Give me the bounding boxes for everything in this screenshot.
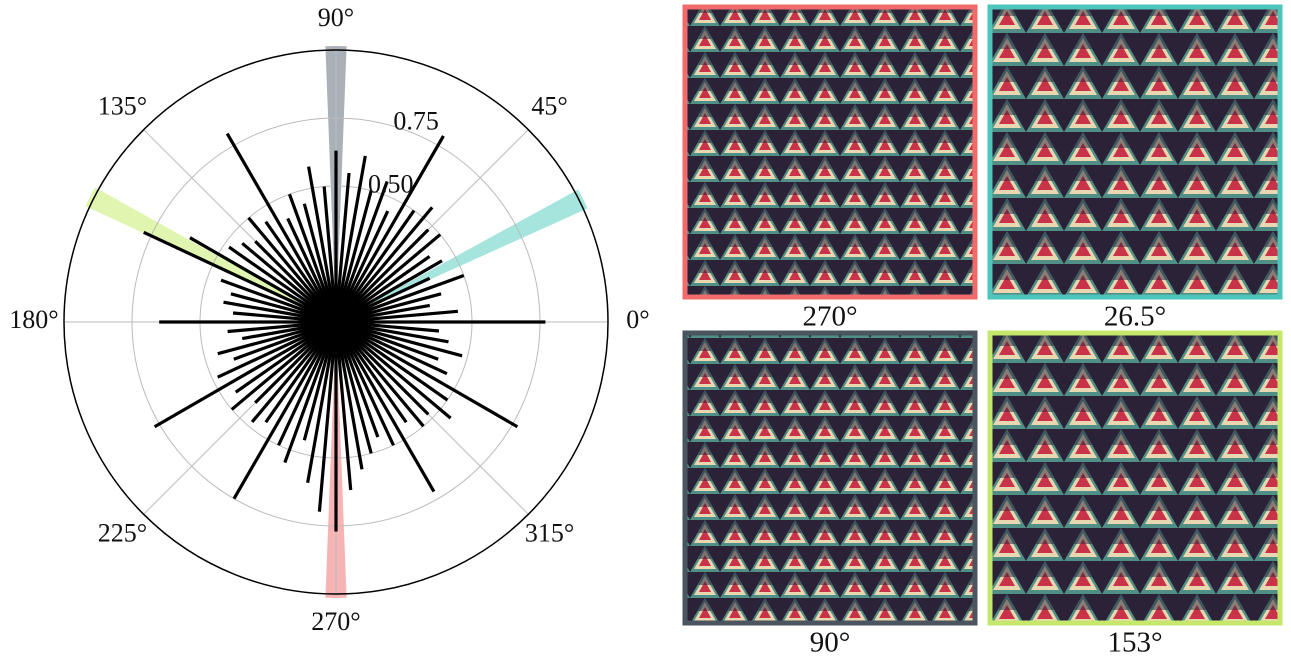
pattern-image [990,7,1280,297]
panel-caption: 26.5° [1104,301,1166,333]
r-tick-label: 0.75 [393,107,439,136]
theta-tick-label: 0° [626,305,649,334]
panel-caption: 90° [810,627,851,659]
pattern-image [685,333,975,623]
theta-tick-label: 315° [525,519,574,548]
theta-tick-label: 90° [318,3,354,32]
panel-caption: 153° [1107,627,1162,659]
figure: 0.50 0.75 0° 45° 90° 135° 180° 225° 270° 315° 270°… [0,0,1291,662]
r-tick-label: 0.50 [368,170,414,199]
theta-tick-label: 270° [311,607,360,636]
theta-tick-label: 180° [9,305,58,334]
panel-caption: 270° [802,301,857,333]
pattern-image [685,7,975,297]
pattern-image [990,333,1280,623]
theta-tick-label: 225° [98,519,147,548]
theta-tick-label: 45° [531,91,567,120]
theta-tick-label: 135° [98,91,147,120]
